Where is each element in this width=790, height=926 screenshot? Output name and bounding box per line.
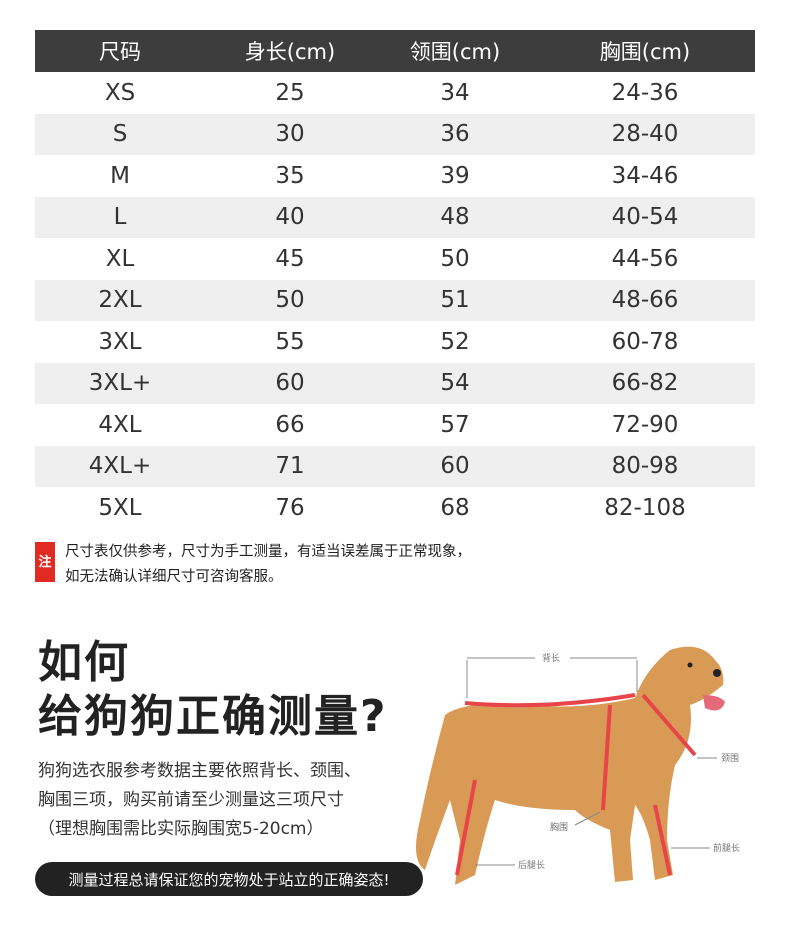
table-cell: XL [105,245,135,272]
table-cell: 39 [440,162,470,189]
table-row: 3XL 55 52 60-78 [35,321,755,363]
table-cell: 82-108 [604,494,686,521]
label-back-length: 背长 [542,652,560,664]
table-row: XL 45 50 44-56 [35,238,755,280]
table-cell: 48-66 [611,287,679,314]
table-cell: 5XL [98,494,142,521]
table-cell: 4XL [98,411,142,438]
desc-line-3: （理想胸围需比实际胸围宽5-20cm） [38,819,324,839]
size-note: 注 尺寸表仅供参考，尺寸为手工测量，有适当误差属于正常现象， 如无法确认详细尺寸… [35,540,471,590]
table-cell: 44-56 [611,245,679,272]
column-header: 领围(cm) [409,40,501,64]
guide-title-line-1: 如何 [38,637,130,688]
table-row: M 35 39 34-46 [35,155,755,197]
table-cell: 40 [275,204,305,231]
table-cell: 34 [440,79,470,106]
table-row: 2XL 50 51 48-66 [35,279,755,321]
table-cell: S [112,121,128,148]
guide-title-line-2: 给狗狗正确测量? [38,691,388,742]
size-table: 尺码 身长(cm) 领围(cm) 胸围(cm) XS 25 34 24-36 S 30 36 28-4… [35,30,755,529]
table-cell: 30 [275,121,305,148]
note-line-2: 如无法确认详细尺寸可咨询客服。 [65,569,283,585]
desc-line-2: 胸围三项，购买前请至少测量这三项尺寸 [38,790,344,810]
table-cell: 68 [440,494,470,521]
table-cell: 54 [440,370,470,397]
table-cell: 60 [440,453,470,480]
table-row: L 40 48 40-54 [35,196,755,238]
note-line-1: 尺寸表仅供参考，尺寸为手工测量，有适当误差属于正常现象， [65,544,471,560]
table-cell: 3XL [98,328,142,355]
table-cell: XS [104,79,136,106]
column-header: 身长(cm) [244,40,336,64]
guide-description: 狗狗选衣服参考数据主要依照背长、颈围、 胸围三项，购买前请至少测量这三项尺寸 （… [38,757,361,844]
label-neck: 颈围 [721,753,739,764]
table-row: S 30 36 28-40 [35,113,755,155]
table-cell: M [110,162,130,189]
table-cell: 50 [440,245,470,272]
table-cell: 71 [275,453,305,480]
table-cell: 25 [275,79,305,106]
label-chest: 胸围 [550,821,568,833]
measuring-tape [455,693,697,876]
table-cell: 2XL [98,287,142,314]
table-cell: 51 [440,287,470,314]
table-cell: 80-98 [611,453,679,480]
table-cell: 40-54 [611,204,679,231]
table-row: 5XL 76 68 82-108 [35,487,755,529]
table-row: 4XL+ 71 60 80-98 [35,445,755,487]
table-cell: 66-82 [611,370,679,397]
table-cell: 34-46 [611,162,679,189]
table-cell: 24-36 [611,79,679,106]
desc-line-1: 狗狗选衣服参考数据主要依照背长、颈围、 [38,761,361,781]
table-cell: 55 [275,328,305,355]
table-cell: 36 [440,121,470,148]
table-cell: 60 [275,370,305,397]
table-cell: 52 [440,328,470,355]
table-cell: 48 [440,204,470,231]
table-cell: 35 [275,162,305,189]
table-cell: 45 [275,245,305,272]
table-row: 3XL+ 60 54 66-82 [35,362,755,404]
table-cell: 57 [440,411,470,438]
dog-measurement-diagram: 背长 颈围 胸围 后腿长 前腿长 [416,646,740,885]
table-row: XS 25 34 24-36 [35,72,755,114]
table-cell: 76 [275,494,305,521]
guide-title: 如何 给狗狗正确测量? [38,636,388,744]
column-header: 尺码 [99,40,141,64]
label-front-leg: 前腿长 [713,842,740,854]
table-cell: 60-78 [611,328,679,355]
label-hind-leg: 后腿长 [518,859,545,871]
posture-banner: 测量过程总请保证您的宠物处于站立的正确姿态! [35,862,423,896]
table-cell: 4XL+ [88,453,152,480]
table-cell: 66 [275,411,305,438]
table-cell: 72-90 [611,411,679,438]
note-tag: 注 [35,542,55,582]
table-row: 4XL 66 57 72-90 [35,404,755,446]
table-header: 尺码 身长(cm) 领围(cm) 胸围(cm) [35,30,755,72]
table-cell: 28-40 [611,121,679,148]
table-cell: L [113,204,127,231]
table-cell: 50 [275,287,305,314]
table-cell: 3XL+ [88,370,152,397]
column-header: 胸围(cm) [599,40,691,64]
